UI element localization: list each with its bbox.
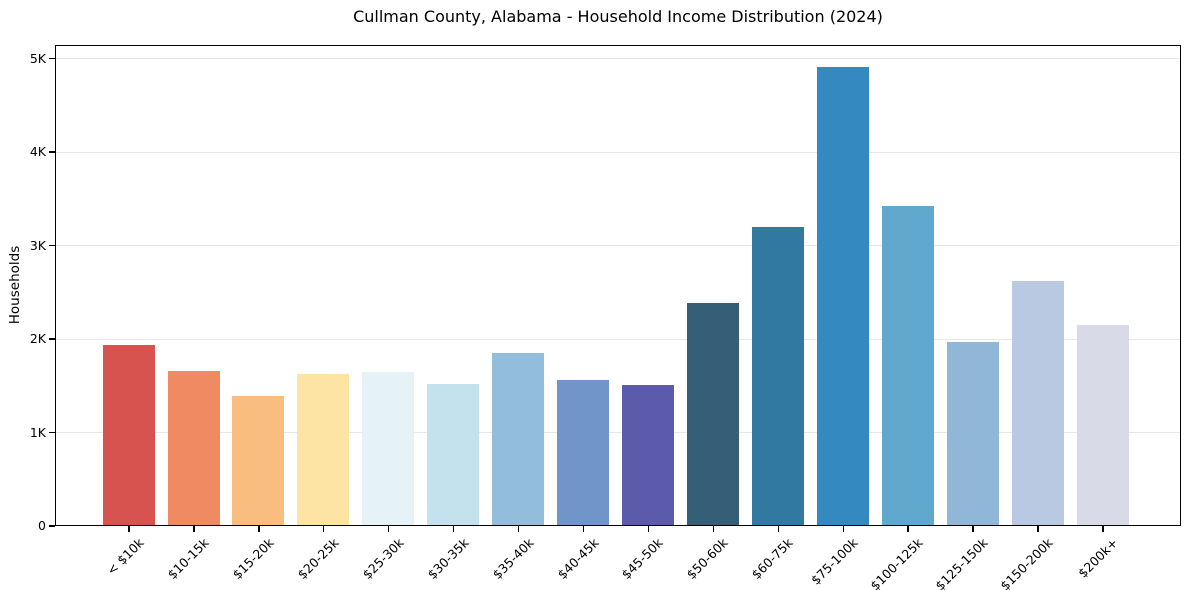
x-tick-mark xyxy=(1102,526,1104,532)
x-tick-mark xyxy=(128,526,130,532)
x-tick-label: $10-15k xyxy=(164,535,212,583)
x-tick-mark xyxy=(258,526,260,532)
x-tick-label: $30-35k xyxy=(424,535,472,583)
bar-$25-30k xyxy=(362,371,415,525)
x-tick-mark xyxy=(517,526,520,532)
bar-$50-60k xyxy=(686,303,739,525)
chart-title: Cullman County, Alabama - Household Inco… xyxy=(353,7,883,26)
x-tick-label: < $10k xyxy=(103,535,147,578)
x-tick-label: $75-100k xyxy=(808,535,861,588)
x-tick-mark xyxy=(712,526,715,532)
y-tick-label: 4K xyxy=(29,144,46,159)
x-tick-mark xyxy=(647,526,650,532)
y-tick-label: 3K xyxy=(29,237,46,253)
y-tick-mark xyxy=(49,431,55,434)
y-tick-mark xyxy=(49,57,55,60)
bar-$40-45k xyxy=(557,380,610,525)
y-tick-label: 5K xyxy=(29,50,46,66)
bar-$20-25k xyxy=(297,373,350,525)
x-tick-label: $50-60k xyxy=(683,535,731,583)
x-tick-mark xyxy=(323,526,325,532)
x-tick-mark xyxy=(452,526,455,532)
x-tick-label: $45-50k xyxy=(619,535,667,583)
x-tick-mark xyxy=(777,526,779,532)
bar-$10-15k xyxy=(167,370,220,525)
x-tick-label: $125-150k xyxy=(932,535,991,590)
y-tick-label: 1K xyxy=(29,424,46,440)
y-tick-mark xyxy=(49,151,55,153)
x-tick-mark xyxy=(907,526,909,532)
x-tick-label: $20-25k xyxy=(294,535,342,583)
bar-$150-200k xyxy=(1011,280,1064,525)
bar-$200k+ xyxy=(1076,324,1129,525)
bar-$100-125k xyxy=(881,206,934,525)
x-tick-label: $40-45k xyxy=(554,535,602,583)
bar-< $10k xyxy=(102,344,155,525)
x-tick-label: $35-40k xyxy=(489,535,537,583)
gridline xyxy=(56,58,1180,60)
y-tick-label: 2K xyxy=(29,331,46,346)
gridline xyxy=(56,151,1180,153)
x-tick-mark xyxy=(193,526,195,532)
x-tick-mark xyxy=(842,526,844,532)
x-tick-label: $100-125k xyxy=(867,535,926,590)
y-tick-label: 0 xyxy=(38,518,46,533)
gridline xyxy=(56,245,1180,247)
bar-$75-100k xyxy=(816,66,869,525)
gridline xyxy=(56,338,1180,340)
x-tick-mark xyxy=(1037,526,1039,532)
bar-$60-75k xyxy=(751,226,804,525)
y-axis-label: Households xyxy=(7,245,23,325)
bar-$30-35k xyxy=(427,383,480,525)
x-tick-label: $150-200k xyxy=(997,535,1056,590)
bar-$45-50k xyxy=(622,384,675,525)
bar-$35-40k xyxy=(492,352,545,525)
plot-area xyxy=(55,45,1181,526)
x-tick-label: $200k+ xyxy=(1074,535,1121,581)
x-tick-mark xyxy=(388,526,390,532)
x-tick-label: $60-75k xyxy=(748,535,796,583)
x-tick-label: $25-30k xyxy=(359,535,407,583)
x-tick-mark xyxy=(582,526,585,532)
y-tick-mark xyxy=(49,338,55,340)
x-tick-label: $15-20k xyxy=(229,535,277,583)
y-tick-mark xyxy=(49,525,55,527)
x-tick-mark xyxy=(972,526,974,532)
bar-$125-150k xyxy=(946,341,999,525)
y-tick-mark xyxy=(49,244,55,247)
bar-$15-20k xyxy=(232,395,285,525)
gridline xyxy=(56,432,1180,434)
